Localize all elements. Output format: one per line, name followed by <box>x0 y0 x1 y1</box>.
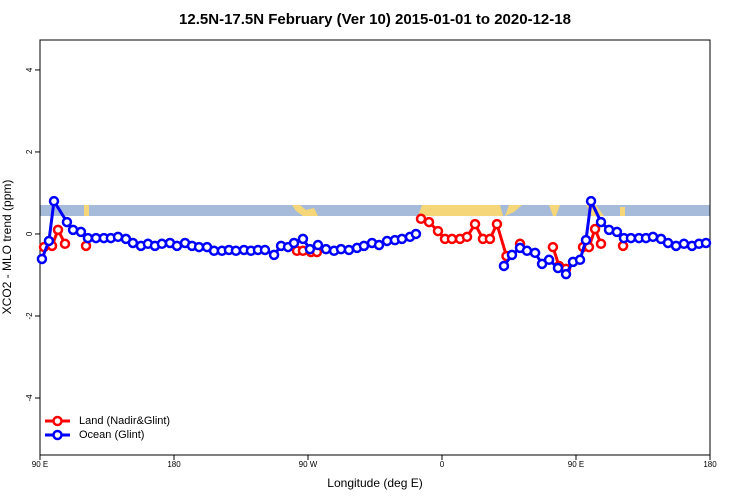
y-tick-label: 2 <box>25 149 34 154</box>
chart-title: 12.5N-17.5N February (Ver 10) 2015-01-01… <box>179 11 571 28</box>
series-point <box>547 241 559 253</box>
x-tick-label: 0 <box>440 460 445 469</box>
x-tick-label: 180 <box>167 460 181 469</box>
y-axis-label: XCO2 - MLO trend (ppm) <box>0 180 14 315</box>
series-point <box>595 238 607 250</box>
legend-label: Land (Nadir&Glint) <box>79 415 170 427</box>
series-point <box>469 218 481 230</box>
land-ocean-mask <box>40 205 710 216</box>
series-point <box>543 254 555 266</box>
series-point <box>288 237 300 249</box>
series-point <box>552 262 564 274</box>
series-point <box>585 195 597 207</box>
series-point <box>432 225 444 237</box>
series-point <box>461 231 473 243</box>
series-point <box>312 239 324 251</box>
series-point <box>700 237 712 249</box>
legend-label: Ocean (Glint) <box>79 429 144 441</box>
ocean-band <box>40 205 710 216</box>
series-point <box>423 216 435 228</box>
series-point <box>595 216 607 228</box>
y-tick-label: -2 <box>25 312 34 320</box>
series-point <box>678 238 690 250</box>
series-point <box>320 243 332 255</box>
series-point <box>75 226 87 238</box>
series-point <box>48 195 60 207</box>
legend-marker <box>52 415 63 427</box>
series-point <box>529 247 541 259</box>
series-point <box>373 239 385 251</box>
series-point <box>297 233 309 245</box>
series-point <box>498 260 510 272</box>
series-point <box>268 249 280 261</box>
x-tick-label: 90 W <box>299 460 318 469</box>
series-point <box>647 231 659 243</box>
series-point <box>36 253 48 265</box>
y-tick-label: 0 <box>25 231 34 236</box>
series-point <box>396 233 408 245</box>
series-point <box>343 244 355 256</box>
series-point <box>491 218 503 230</box>
series-point <box>415 213 427 225</box>
series-point <box>521 245 533 257</box>
legend-marker <box>52 429 63 441</box>
series-point <box>611 226 623 238</box>
y-tick-label: 4 <box>25 67 34 72</box>
series-point <box>259 244 271 256</box>
series-point <box>484 233 496 245</box>
series-point <box>560 268 572 280</box>
x-tick-label: 180 <box>703 460 717 469</box>
x-tick-label: 90 E <box>32 460 48 469</box>
series-point <box>61 216 73 228</box>
series-point <box>230 245 242 257</box>
x-axis-label: Longitude (deg E) <box>327 476 422 490</box>
series-point <box>580 234 592 246</box>
y-tick-label: -4 <box>25 394 34 402</box>
series-point <box>506 249 518 261</box>
series-point <box>410 228 422 240</box>
series-point <box>52 224 64 236</box>
series-point <box>43 235 55 247</box>
series-point <box>574 254 586 266</box>
series-point <box>304 243 316 255</box>
x-tick-label: 90 E <box>568 460 584 469</box>
series-point <box>156 238 168 250</box>
series-point <box>59 238 71 250</box>
series-point <box>589 223 601 235</box>
